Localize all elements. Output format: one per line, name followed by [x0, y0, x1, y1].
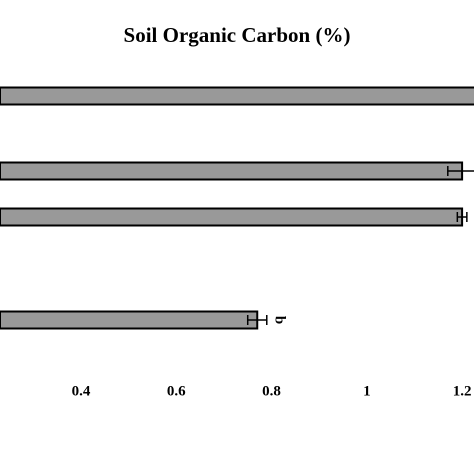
- error-bar: [246, 315, 268, 325]
- x-tick-label: 0.6: [167, 383, 186, 399]
- plot-area: 0.4 0.6 0.8 1 1.2 ab b: [0, 86, 474, 399]
- bar: [0, 207, 464, 227]
- x-tick-label: 0.8: [262, 383, 281, 399]
- x-tick-label: 0.4: [72, 383, 91, 399]
- error-bar: [447, 166, 474, 176]
- chart-title: Soil Organic Carbon (%): [124, 23, 351, 47]
- error-bar: [456, 212, 468, 222]
- significance-label: b: [271, 316, 287, 324]
- significance-label: ab: [471, 209, 474, 225]
- bar: [0, 310, 259, 330]
- bar: [0, 161, 464, 181]
- bar: [0, 86, 474, 106]
- x-tick-label: 1.2: [453, 383, 472, 399]
- x-tick-label: 1: [363, 383, 371, 399]
